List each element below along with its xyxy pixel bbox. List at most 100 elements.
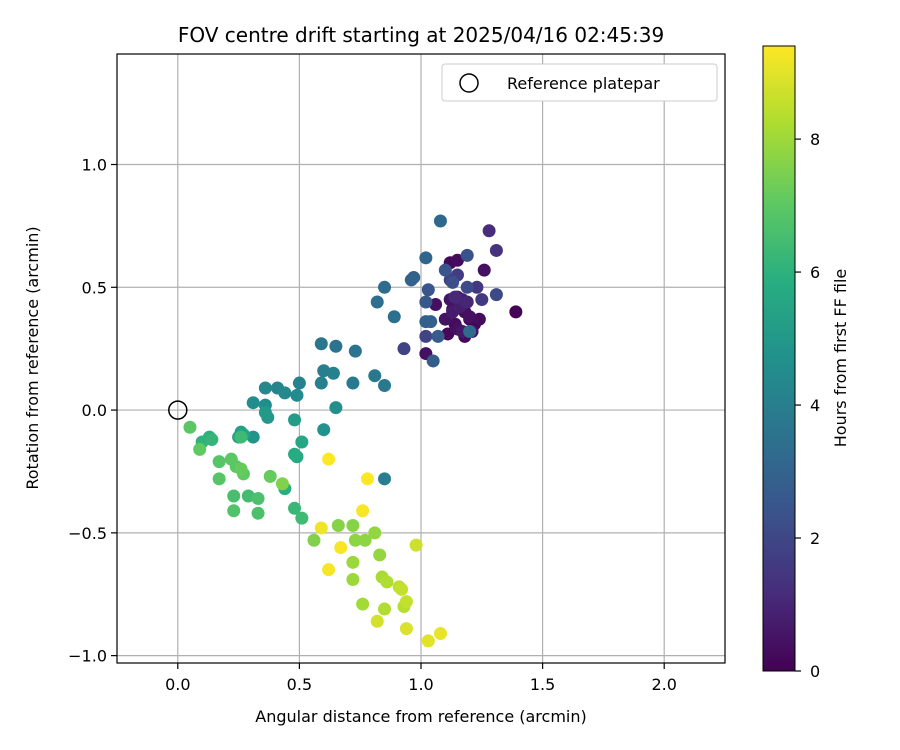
y-axis-label: Rotation from reference (arcmin)	[23, 226, 42, 489]
y-tick-label: 0.5	[82, 278, 107, 297]
y-axis-ticks: −1.0 −0.5 0.0 0.5 1.0	[68, 156, 117, 666]
scatter-points	[183, 214, 523, 648]
scatter-point	[370, 614, 384, 628]
scatter-point	[227, 489, 241, 503]
scatter-point	[317, 364, 331, 378]
scatter-point	[450, 253, 464, 267]
scatter-point	[409, 538, 423, 552]
scatter-point	[378, 602, 392, 616]
scatter-point	[460, 295, 474, 309]
scatter-point	[288, 447, 302, 461]
legend-entry-reference: Reference platepar	[507, 74, 660, 93]
scatter-point	[368, 369, 382, 383]
x-tick-label: 2.0	[651, 675, 676, 694]
scatter-point	[290, 388, 304, 402]
y-tick-label: 1.0	[82, 156, 107, 175]
scatter-point	[419, 329, 433, 343]
reference-marker	[168, 400, 188, 420]
scatter-point	[258, 406, 272, 420]
scatter-point	[356, 597, 370, 611]
scatter-point	[463, 310, 477, 324]
scatter-point	[346, 555, 360, 569]
scatter-point	[288, 501, 302, 515]
scatter-point	[314, 521, 328, 535]
colorbar-ticks: 0 2 4 6 8	[795, 130, 820, 681]
colorbar: 0 2 4 6 8 Hours from first FF file	[762, 45, 850, 681]
colorbar-tick-label: 0	[810, 662, 820, 681]
scatter-point	[399, 622, 413, 636]
scatter-point	[387, 310, 401, 324]
scatter-point	[397, 342, 411, 356]
scatter-point	[295, 435, 309, 449]
scatter-point	[346, 518, 360, 532]
scatter-point	[489, 243, 503, 257]
scatter-point	[477, 263, 491, 277]
scatter-point	[356, 504, 370, 518]
scatter-point	[441, 327, 455, 341]
scatter-point	[314, 376, 328, 390]
colorbar-tick-label: 8	[810, 130, 820, 149]
scatter-point	[183, 420, 197, 434]
scatter-point	[275, 477, 289, 491]
scatter-point	[317, 423, 331, 437]
x-tick-label: 1.0	[408, 675, 433, 694]
scatter-point	[378, 472, 392, 486]
legend: Reference platepar	[441, 63, 718, 102]
scatter-point	[378, 280, 392, 294]
scatter-point	[431, 329, 445, 343]
scatter-point	[348, 344, 362, 358]
scatter-point	[438, 263, 452, 277]
scatter-point	[246, 430, 260, 444]
scatter-point	[346, 573, 360, 587]
colorbar-tick-label: 2	[810, 529, 820, 548]
scatter-point	[258, 381, 272, 395]
scatter-point	[373, 548, 387, 562]
scatter-point	[234, 430, 248, 444]
scatter-point	[368, 526, 382, 540]
scatter-point	[421, 634, 435, 648]
scatter-point	[378, 379, 392, 393]
scatter-point	[448, 290, 462, 304]
scatter-point	[404, 273, 418, 287]
x-tick-label: 0.0	[165, 675, 190, 694]
scatter-point	[426, 354, 440, 368]
legend-marker-reference	[459, 73, 479, 93]
scatter-point	[193, 442, 207, 456]
scatter-point	[334, 541, 348, 555]
scatter-point	[322, 563, 336, 577]
scatter-point	[227, 504, 241, 518]
x-tick-label: 0.5	[287, 675, 312, 694]
scatter-point	[212, 455, 226, 469]
x-axis-ticks: 0.0 0.5 1.0 1.5 2.0	[165, 663, 677, 694]
scatter-point	[433, 214, 447, 228]
scatter-point	[509, 305, 523, 319]
scatter-point	[489, 288, 503, 302]
colorbar-tick-label: 6	[810, 263, 820, 282]
scatter-point	[446, 275, 460, 289]
scatter-point	[380, 575, 394, 589]
colorbar-label: Hours from first FF file	[831, 269, 850, 448]
scatter-point	[234, 462, 248, 476]
grid	[117, 54, 725, 663]
scatter-point	[329, 401, 343, 415]
scatter-point	[472, 312, 486, 326]
scatter-point	[326, 366, 340, 380]
scatter-point	[322, 452, 336, 466]
scatter-point	[251, 491, 265, 505]
scatter-point	[251, 506, 265, 520]
scatter-point	[346, 376, 360, 390]
scatter-point	[288, 413, 302, 427]
scatter-point	[482, 224, 496, 238]
scatter-point	[470, 280, 484, 294]
scatter-point	[419, 251, 433, 265]
y-tick-label: −1.0	[68, 647, 107, 666]
scatter-point	[475, 293, 489, 307]
scatter-point	[348, 533, 362, 547]
scatter-point	[241, 489, 255, 503]
scatter-point	[421, 283, 435, 297]
scatter-point	[263, 469, 277, 483]
scatter-point	[205, 433, 219, 447]
scatter-point	[212, 472, 226, 486]
legend-box	[441, 63, 718, 102]
